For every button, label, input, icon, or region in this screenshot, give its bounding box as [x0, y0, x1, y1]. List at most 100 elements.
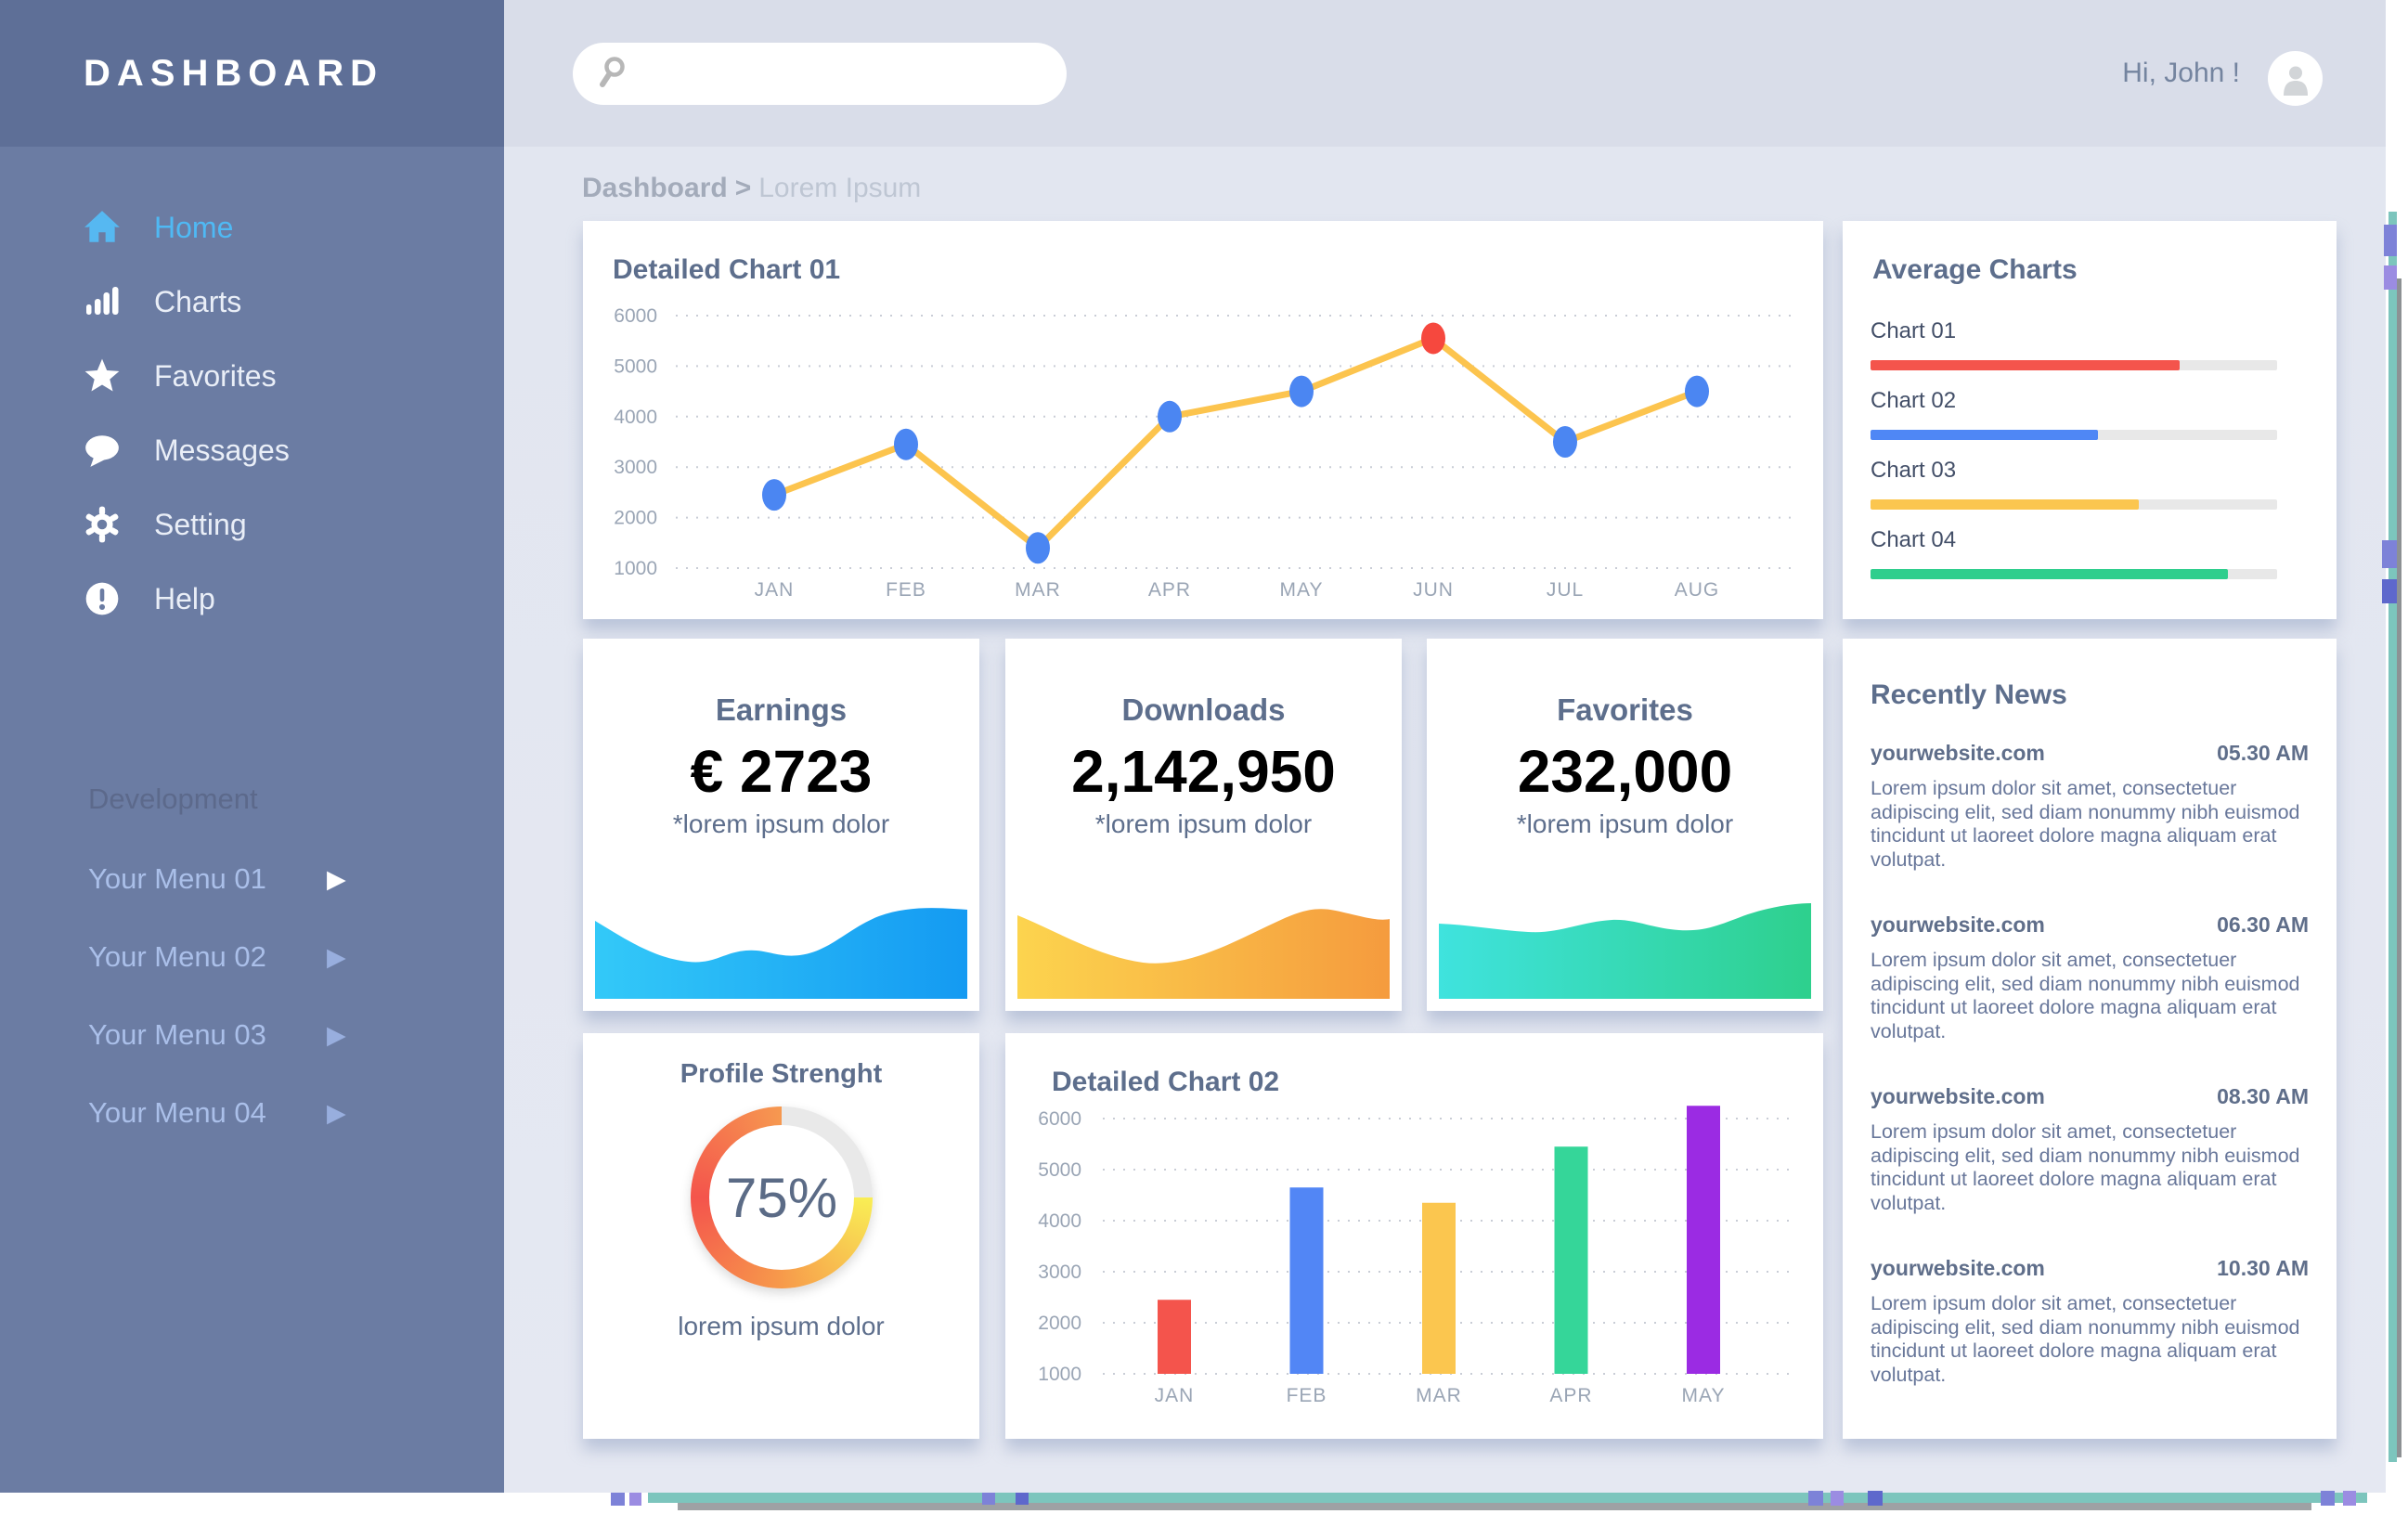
sidebar-header: DASHBOARD [0, 0, 504, 147]
breadcrumb-separator: > [734, 173, 752, 203]
svg-text:4000: 4000 [614, 407, 657, 428]
app-title: DASHBOARD [84, 52, 383, 94]
svg-text:JUN: JUN [1413, 579, 1454, 601]
panel-detailed-chart-02: Detailed Chart 02 6000 5000 4000 3000 2000 10… [1005, 1033, 1823, 1439]
progress-fill [1871, 499, 2140, 510]
render-artifact-pixel [2343, 1491, 2356, 1506]
play-arrow-icon: ▶ [327, 942, 346, 971]
svg-text:APR: APR [1148, 579, 1191, 601]
play-arrow-icon: ▶ [327, 1020, 346, 1049]
sidebar-item-favorites[interactable]: Favorites [0, 339, 504, 413]
breadcrumb-current: Lorem Ipsum [758, 173, 922, 203]
sidebar-item-label: Favorites [154, 358, 277, 393]
news-item[interactable]: yourwebsite.com 10.30 AM Lorem ipsum dolor… [1871, 1256, 2309, 1387]
news-time: 06.30 AM [2217, 912, 2309, 937]
panel-average-charts: Average Charts Chart 01 Chart 02 Chart 03 C… [1843, 221, 2337, 619]
news-source[interactable]: yourwebsite.com [1871, 1084, 2045, 1108]
svg-text:4000: 4000 [1038, 1210, 1081, 1232]
downloads-title: Downloads [1121, 692, 1286, 727]
breadcrumb: Dashboard > Lorem Ipsum [582, 173, 921, 204]
downloads-value: 2,142,950 [1071, 738, 1336, 805]
breadcrumb-root[interactable]: Dashboard [582, 173, 728, 203]
progress-row-3: Chart 03 [1871, 458, 2277, 510]
svg-text:MAR: MAR [1015, 579, 1061, 601]
panel-detailed-chart-01: Detailed Chart 01 6000 5000 4000 3000 2000 10… [583, 221, 1823, 619]
news-item[interactable]: yourwebsite.com 08.30 AM Lorem ipsum dolor… [1871, 1084, 2309, 1215]
sidebar-item-help[interactable]: Help [0, 562, 504, 636]
render-artifact-pixel [629, 1493, 641, 1506]
news-item[interactable]: yourwebsite.com 05.30 AM Lorem ipsum dolor… [1871, 741, 2309, 872]
chart01-title: Detailed Chart 01 [613, 254, 841, 285]
search-input[interactable] [643, 58, 1044, 89]
progress-row-2: Chart 02 [1871, 388, 2277, 440]
profile-strength-note: lorem ipsum dolor [678, 1312, 885, 1340]
average-charts-title: Average Charts [1872, 254, 2078, 285]
sidebar-item-setting[interactable]: Setting [0, 487, 504, 562]
menu-label: Your Menu 01 [88, 862, 266, 895]
menu-label: Your Menu 02 [88, 940, 266, 973]
news-item-header: yourwebsite.com 05.30 AM [1871, 741, 2309, 766]
profile-strength-title: Profile Strenght [680, 1059, 883, 1089]
downloads-note: *lorem ipsum dolor [1094, 809, 1313, 838]
progress-fill [1871, 360, 2180, 370]
donut-percent-label: 75% [725, 1166, 838, 1229]
search-icon [595, 54, 630, 94]
render-artifact-pixel [2384, 225, 2397, 256]
svg-text:2000: 2000 [614, 508, 657, 529]
svg-text:3000: 3000 [1038, 1262, 1081, 1283]
sidebar-menu-2[interactable]: Your Menu 02 ▶ [0, 918, 504, 996]
progress-track [1871, 499, 2277, 510]
news-source[interactable]: yourwebsite.com [1871, 741, 2045, 765]
render-artifact-teal-bar [648, 1493, 2367, 1503]
message-icon [82, 431, 123, 470]
news-title: Recently News [1871, 679, 2067, 710]
progress-label: Chart 01 [1871, 318, 1957, 343]
news-item-header: yourwebsite.com 06.30 AM [1871, 912, 2309, 938]
render-artifact-pixel [2382, 579, 2397, 603]
render-artifact-pixel [1016, 1493, 1029, 1505]
render-artifact-shadow-column [2397, 278, 2402, 1457]
sidebar-item-label: Charts [154, 284, 242, 318]
star-icon [82, 356, 123, 395]
progress-track [1871, 569, 2277, 579]
news-body: Lorem ipsum dolor sit amet, consectetuer… [1871, 1120, 2300, 1214]
downloads-wave-chart [1017, 897, 1390, 999]
sidebar-item-messages[interactable]: Messages [0, 413, 504, 487]
sidebar-menu-1[interactable]: Your Menu 01 ▶ [0, 840, 504, 918]
progress-label: Chart 02 [1871, 388, 1957, 413]
search-box[interactable] [573, 43, 1067, 105]
render-artifact-pixel [1868, 1491, 1883, 1506]
svg-text:MAR: MAR [1416, 1385, 1462, 1406]
render-artifact-teal-column [2389, 212, 2397, 1462]
svg-text:6000: 6000 [1038, 1108, 1081, 1130]
svg-text:3000: 3000 [614, 457, 657, 478]
render-artifact-shadow-bar [678, 1503, 2311, 1510]
panel-profile-strength: Profile Strenght 75% lorem ipsum dolor [583, 1033, 979, 1439]
svg-text:MAY: MAY [1682, 1385, 1726, 1406]
help-icon [82, 579, 123, 618]
topbar: Hi, John ! [504, 0, 2386, 147]
news-source[interactable]: yourwebsite.com [1871, 912, 2045, 937]
charts-icon [82, 283, 123, 320]
favorites-note: *lorem ipsum dolor [1516, 809, 1734, 838]
progress-track [1871, 360, 2277, 370]
sidebar-item-charts[interactable]: Charts [0, 265, 504, 339]
svg-text:JAN: JAN [755, 579, 795, 601]
sidebar-menu-4[interactable]: Your Menu 04 ▶ [0, 1074, 504, 1152]
sidebar-item-label: Setting [154, 507, 247, 541]
menu-label: Your Menu 03 [88, 1018, 266, 1051]
news-item[interactable]: yourwebsite.com 06.30 AM Lorem ipsum dolor… [1871, 912, 2309, 1043]
panel-recently-news: Recently News yourwebsite.com 05.30 AM Lor… [1843, 639, 2337, 1439]
progress-row-1: Chart 01 [1871, 318, 2277, 370]
svg-text:1000: 1000 [1038, 1364, 1081, 1385]
bar-chart: 6000 5000 4000 3000 2000 1000 JAN FEB MAR APR MAY [1038, 1106, 1793, 1406]
avatar[interactable] [2268, 51, 2323, 106]
sidebar-item-label: Help [154, 581, 215, 615]
sidebar-item-label: Messages [154, 433, 290, 467]
favorites-wave-chart [1439, 897, 1811, 999]
sidebar-menu-3[interactable]: Your Menu 03 ▶ [0, 996, 504, 1074]
render-artifact-pixel [2384, 265, 2397, 290]
sidebar-item-home[interactable]: Home [0, 190, 504, 265]
news-source[interactable]: yourwebsite.com [1871, 1256, 2045, 1280]
sidebar-nav: Home Charts Favorites Messages Setting Help [0, 190, 504, 636]
